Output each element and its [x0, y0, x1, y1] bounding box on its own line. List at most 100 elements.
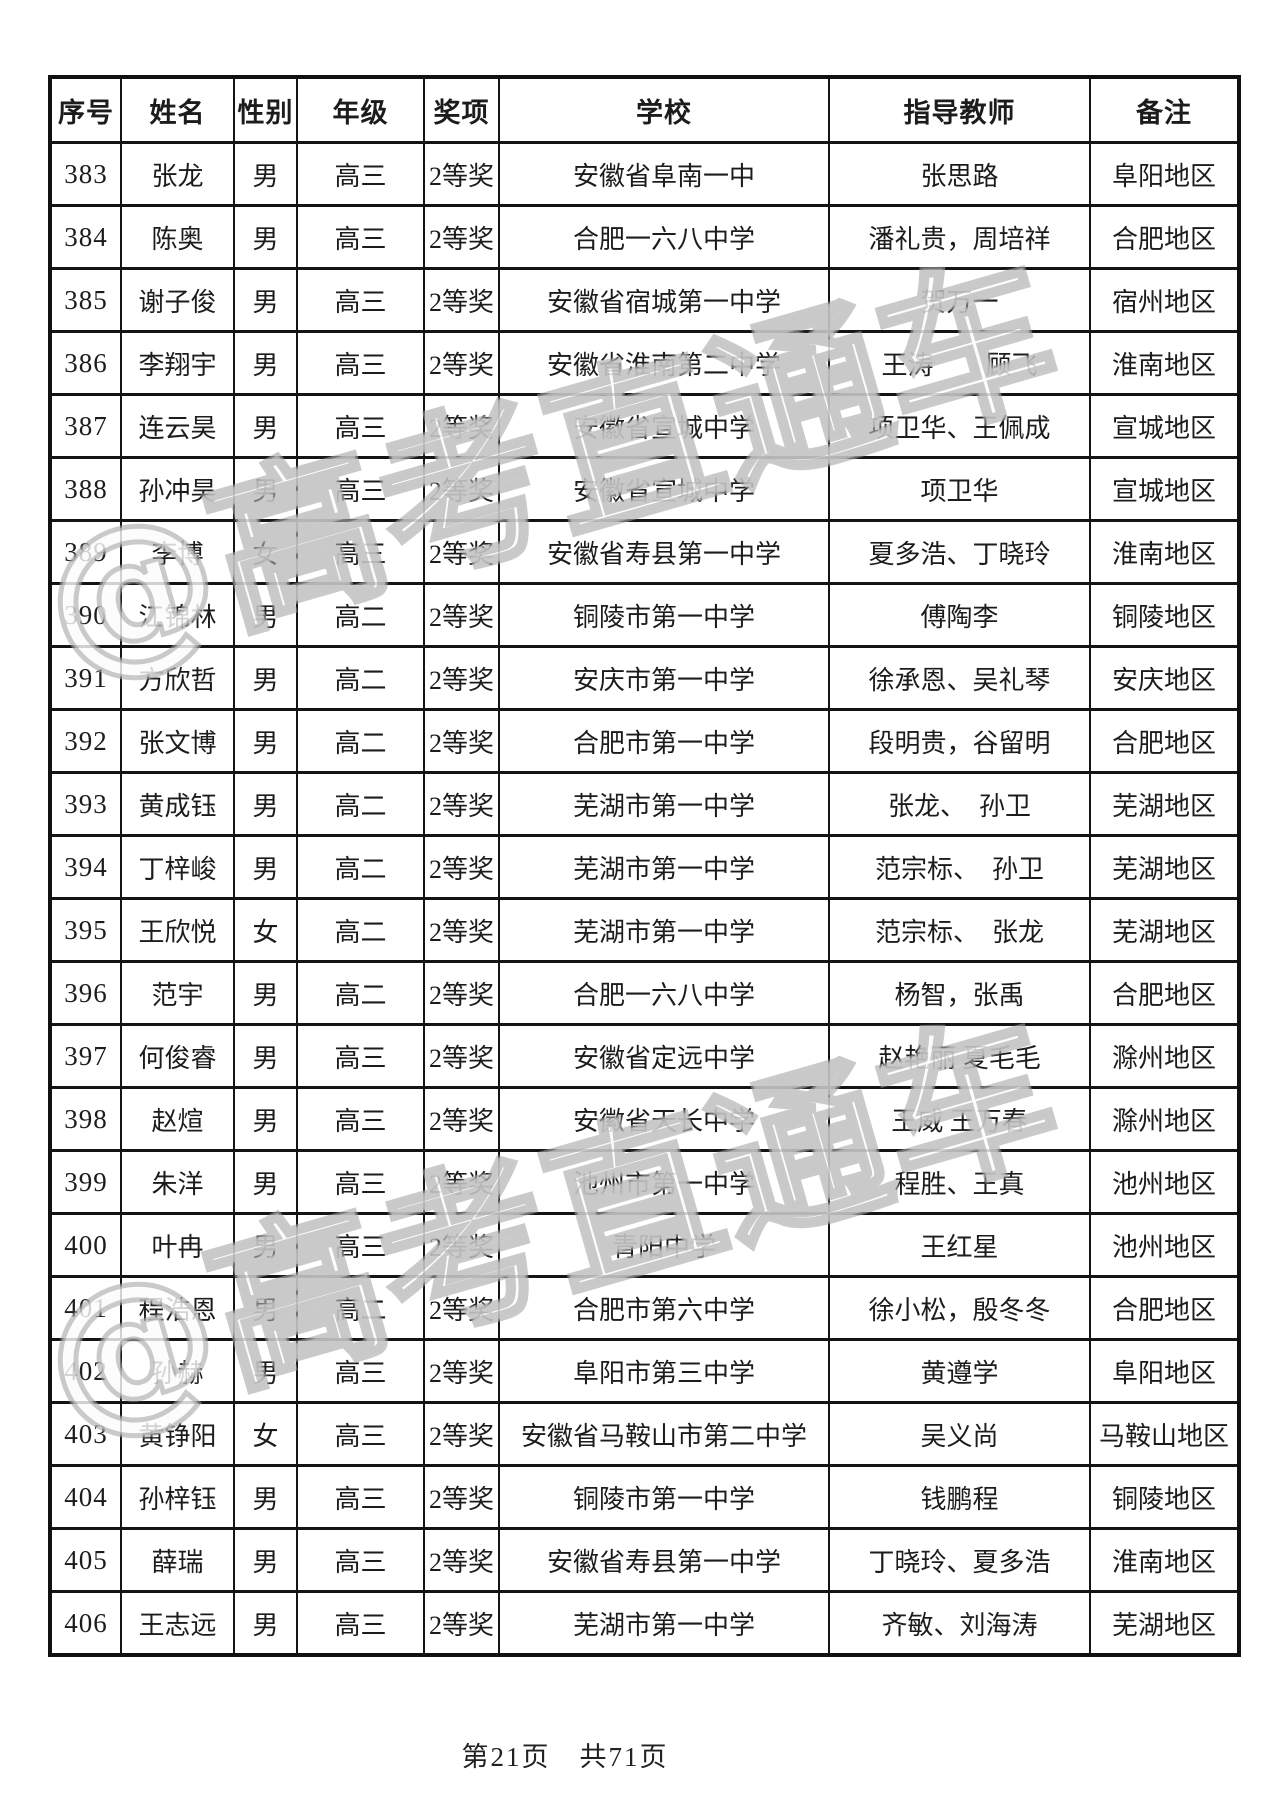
cell-remark: 铜陵地区	[1089, 1464, 1240, 1530]
cell-grade: 高二	[296, 582, 425, 648]
cell-teacher: 黄遵学	[828, 1338, 1091, 1404]
cell-school: 池州市第一中学	[498, 1149, 830, 1215]
cell-name: 丁梓峻	[120, 834, 235, 900]
table-row: 391 方欣哲 男 高二 2等奖 安庆市第一中学 徐承恩、吴礼琴 安庆地区	[49, 645, 1240, 711]
cell-school: 芜湖市第一中学	[498, 771, 830, 837]
cell-school: 合肥市第一中学	[498, 708, 830, 774]
cell-name: 黄铮阳	[120, 1401, 235, 1467]
cell-grade: 高三	[296, 204, 425, 270]
cell-grade: 高二	[296, 708, 425, 774]
cell-name: 孙冲昊	[120, 456, 235, 522]
cell-grade: 高三	[296, 1527, 425, 1593]
cell-school: 芜湖市第一中学	[498, 1590, 830, 1657]
cell-award: 2等奖	[423, 456, 500, 522]
cell-award: 2等奖	[423, 1212, 500, 1278]
cell-remark: 淮南地区	[1089, 330, 1240, 396]
cell-grade: 高三	[296, 1338, 425, 1404]
table-row: 392 张文博 男 高二 2等奖 合肥市第一中学 段明贵，谷留明 合肥地区	[49, 708, 1240, 774]
table-row: 383 张龙 男 高三 2等奖 安徽省阜南一中 张思路 阜阳地区	[49, 141, 1240, 207]
cell-grade: 高二	[296, 771, 425, 837]
cell-name: 李博	[120, 519, 235, 585]
table-row: 384 陈奥 男 高三 2等奖 合肥一六八中学 潘礼贵，周培祥 合肥地区	[49, 204, 1240, 270]
cell-grade: 高三	[296, 393, 425, 459]
header-cell-remark: 备注	[1089, 75, 1240, 144]
cell-award: 2等奖	[423, 708, 500, 774]
cell-gender: 男	[233, 456, 298, 522]
cell-school: 芜湖市第一中学	[498, 897, 830, 963]
table-row: 389 李博 女 高三 2等奖 安徽省寿县第一中学 夏多浩、丁晓玲 淮南地区	[49, 519, 1240, 585]
cell-id: 405	[49, 1527, 122, 1593]
cell-award: 2等奖	[423, 1590, 500, 1657]
cell-teacher: 王威 王万春	[828, 1086, 1091, 1152]
cell-remark: 宣城地区	[1089, 393, 1240, 459]
cell-grade: 高三	[296, 1149, 425, 1215]
cell-grade: 高三	[296, 1212, 425, 1278]
cell-award: 2等奖	[423, 1464, 500, 1530]
cell-remark: 阜阳地区	[1089, 141, 1240, 207]
cell-gender: 男	[233, 1212, 298, 1278]
cell-id: 386	[49, 330, 122, 396]
table-row: 393 黄成钰 男 高二 2等奖 芜湖市第一中学 张龙、 孙卫 芜湖地区	[49, 771, 1240, 837]
table-row: 401 程浩恩 男 高二 2等奖 合肥市第六中学 徐小松，殷冬冬 合肥地区	[49, 1275, 1240, 1341]
cell-grade: 高三	[296, 330, 425, 396]
cell-grade: 高二	[296, 1275, 425, 1341]
cell-name: 朱洋	[120, 1149, 235, 1215]
header-cell-id: 序号	[49, 75, 122, 144]
cell-gender: 男	[233, 1023, 298, 1089]
cell-gender: 男	[233, 141, 298, 207]
table-row: 406 王志远 男 高三 2等奖 芜湖市第一中学 齐敏、刘海涛 芜湖地区	[49, 1590, 1240, 1657]
table-row: 399 朱洋 男 高三 2等奖 池州市第一中学 程胜、王真 池州地区	[49, 1149, 1240, 1215]
cell-gender: 男	[233, 330, 298, 396]
cell-id: 388	[49, 456, 122, 522]
cell-school: 安徽省寿县第一中学	[498, 519, 830, 585]
cell-teacher: 王红星	[828, 1212, 1091, 1278]
cell-gender: 女	[233, 1401, 298, 1467]
cell-award: 2等奖	[423, 1275, 500, 1341]
cell-gender: 男	[233, 204, 298, 270]
cell-remark: 铜陵地区	[1089, 582, 1240, 648]
cell-grade: 高三	[296, 267, 425, 333]
cell-remark: 芜湖地区	[1089, 771, 1240, 837]
cell-id: 385	[49, 267, 122, 333]
cell-name: 方欣哲	[120, 645, 235, 711]
award-list-table: 序号 姓名 性别 年级 奖项 学校 指导教师 备注 383 张龙 男 高三 2等…	[48, 75, 1241, 1657]
cell-teacher: 夏多浩、丁晓玲	[828, 519, 1091, 585]
cell-teacher: 丁晓玲、夏多浩	[828, 1527, 1091, 1593]
cell-school: 铜陵市第一中学	[498, 1464, 830, 1530]
cell-gender: 男	[233, 1464, 298, 1530]
cell-id: 399	[49, 1149, 122, 1215]
table-row: 387 连云昊 男 高三 2等奖 安徽省宣城中学 项卫华、王佩成 宣城地区	[49, 393, 1240, 459]
cell-name: 江锦林	[120, 582, 235, 648]
cell-school: 芜湖市第一中学	[498, 834, 830, 900]
cell-grade: 高二	[296, 897, 425, 963]
table-header: 序号 姓名 性别 年级 奖项 学校 指导教师 备注	[49, 75, 1240, 144]
cell-id: 406	[49, 1590, 122, 1657]
header-cell-school: 学校	[498, 75, 830, 144]
table-row: 395 王欣悦 女 高二 2等奖 芜湖市第一中学 范宗标、 张龙 芜湖地区	[49, 897, 1240, 963]
cell-teacher: 杨智，张禹	[828, 960, 1091, 1026]
cell-grade: 高三	[296, 1023, 425, 1089]
cell-gender: 男	[233, 1086, 298, 1152]
cell-gender: 男	[233, 267, 298, 333]
table-row: 404 孙梓钰 男 高三 2等奖 铜陵市第一中学 钱鹏程 铜陵地区	[49, 1464, 1240, 1530]
cell-school: 安庆市第一中学	[498, 645, 830, 711]
cell-school: 合肥一六八中学	[498, 960, 830, 1026]
cell-school: 安徽省宣城中学	[498, 456, 830, 522]
cell-name: 王志远	[120, 1590, 235, 1657]
cell-gender: 男	[233, 1590, 298, 1657]
cell-grade: 高二	[296, 834, 425, 900]
cell-award: 2等奖	[423, 897, 500, 963]
cell-name: 赵煊	[120, 1086, 235, 1152]
cell-teacher: 张龙、 孙卫	[828, 771, 1091, 837]
table-row: 386 李翔宇 男 高三 2等奖 安徽省淮南第二中学 王涛 顾飞 淮南地区	[49, 330, 1240, 396]
header-cell-name: 姓名	[120, 75, 235, 144]
cell-teacher: 段明贵，谷留明	[828, 708, 1091, 774]
cell-school: 青阳中学	[498, 1212, 830, 1278]
cell-award: 2等奖	[423, 645, 500, 711]
cell-gender: 男	[233, 1275, 298, 1341]
cell-id: 390	[49, 582, 122, 648]
cell-remark: 阜阳地区	[1089, 1338, 1240, 1404]
table-body: 383 张龙 男 高三 2等奖 安徽省阜南一中 张思路 阜阳地区 384 陈奥 …	[49, 141, 1240, 1657]
cell-teacher: 范宗标、 张龙	[828, 897, 1091, 963]
cell-gender: 男	[233, 1527, 298, 1593]
